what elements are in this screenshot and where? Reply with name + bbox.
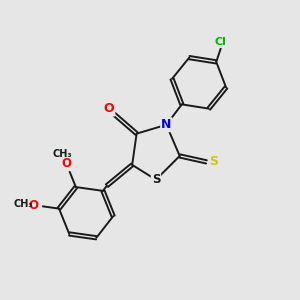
Text: Cl: Cl: [215, 37, 226, 47]
Text: CH₃: CH₃: [14, 199, 34, 208]
Text: O: O: [61, 157, 71, 169]
Text: S: S: [152, 173, 160, 186]
Text: O: O: [104, 103, 114, 116]
Text: S: S: [209, 155, 218, 168]
Text: O: O: [28, 199, 38, 212]
Text: N: N: [161, 118, 172, 131]
Text: CH₃: CH₃: [53, 149, 72, 159]
